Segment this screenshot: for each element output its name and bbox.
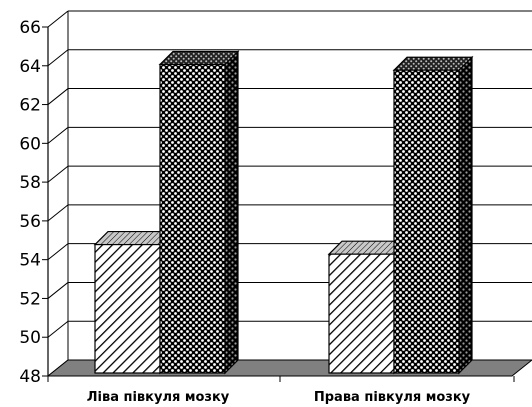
y-tick-label: 58	[19, 173, 41, 193]
bar-0-1	[158, 49, 240, 375]
gridline-side	[47, 49, 69, 67]
bar-top	[158, 50, 240, 66]
gridline-side	[47, 320, 69, 338]
y-tick-label: 66	[19, 18, 41, 38]
y-tick-label: 48	[19, 367, 41, 387]
y-tick-label: 56	[19, 212, 41, 232]
gridline-side	[47, 126, 69, 144]
bars	[93, 49, 474, 375]
y-tick-label: 52	[19, 289, 41, 309]
gridline-side	[47, 204, 69, 222]
axes	[42, 11, 515, 382]
bar-front	[94, 243, 161, 374]
y-tick-label: 54	[19, 251, 41, 271]
category-label: Ліва півкуля мозку	[87, 390, 230, 405]
bar-side	[224, 49, 239, 375]
bar-top	[392, 56, 474, 71]
y-tick-label: 50	[19, 328, 41, 348]
bar-1-1	[392, 55, 474, 375]
category-label: Права півкуля мозку	[314, 390, 471, 405]
bar-front	[393, 69, 460, 374]
y-tick-label: 62	[19, 96, 41, 116]
gridline-side	[47, 243, 69, 261]
labels: 48 50 52 54 56 58 60 62 64 66 Ліва півкуля мозку Пр…	[19, 18, 470, 405]
y-tick-label: 64	[19, 57, 41, 77]
gridline-side	[47, 88, 69, 105]
gridline-side	[47, 282, 69, 299]
gridline-side	[47, 10, 69, 28]
gridline-side	[47, 165, 69, 183]
bar-front	[328, 253, 395, 374]
bar-side	[458, 55, 473, 375]
bar-front	[159, 63, 226, 374]
y-tick-label: 60	[19, 134, 41, 154]
